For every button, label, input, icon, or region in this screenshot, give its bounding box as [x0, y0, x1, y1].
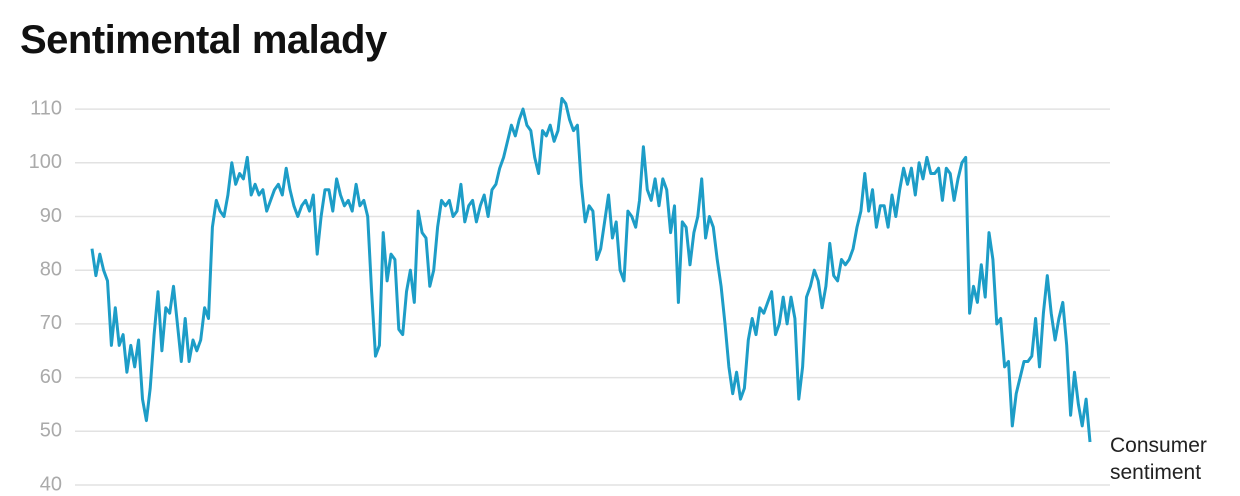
y-tick-label: 40: [40, 473, 62, 495]
y-tick-label: 50: [40, 420, 62, 442]
y-tick-label: 60: [40, 366, 62, 388]
y-tick-label: 100: [29, 151, 62, 173]
chart-title: Sentimental malady: [20, 18, 387, 62]
y-tick-label: 110: [30, 97, 62, 119]
series-label: Consumer sentiment: [1110, 434, 1207, 484]
y-tick-label: 80: [40, 258, 62, 280]
y-tick-label: 90: [40, 205, 62, 227]
line: [90, 96, 1092, 443]
y-tick-label: 70: [40, 312, 62, 334]
